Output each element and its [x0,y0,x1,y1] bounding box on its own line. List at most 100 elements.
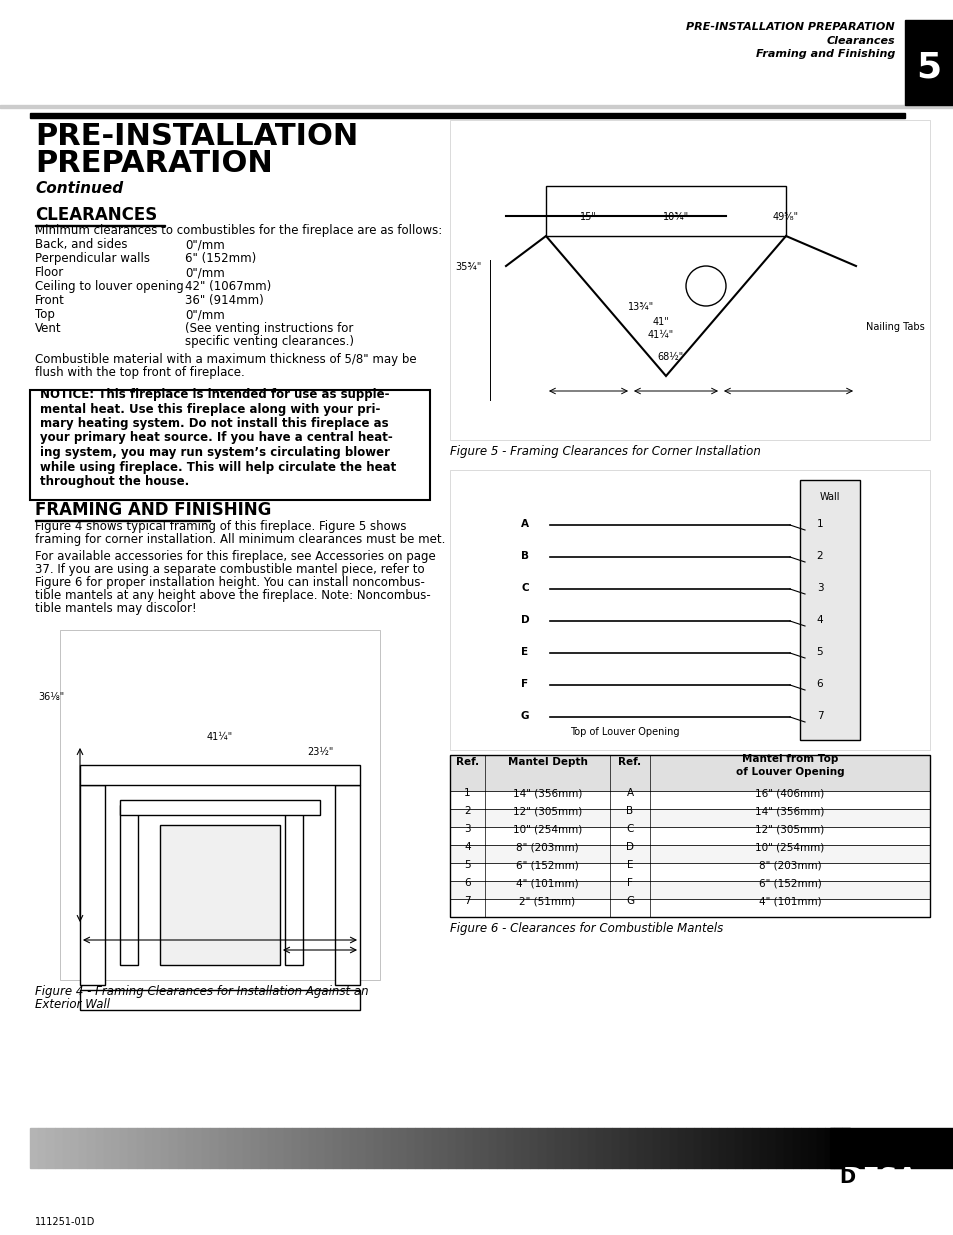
Bar [759,1128,767,1168]
Text: B: B [626,806,633,816]
Bar [776,1128,783,1168]
Text: 1: 1 [816,519,822,529]
Bar [450,790,929,809]
Text: E: E [521,647,528,657]
Text: 16" (406mm): 16" (406mm) [755,788,823,798]
FancyBboxPatch shape [30,390,430,500]
Text: 6" (152mm): 6" (152mm) [516,860,578,869]
Text: G: G [625,897,634,906]
Text: ing system, you may run system’s circulating blower: ing system, you may run system’s circula… [40,446,390,459]
Bar [571,1128,578,1168]
Text: Ceiling to louver opening: Ceiling to louver opening [35,280,184,293]
Bar [152,1128,161,1168]
Text: 49⁵⁄₈": 49⁵⁄₈" [772,212,799,222]
Text: Top of Louver Opening: Top of Louver Opening [569,727,679,737]
Text: mental heat. Use this fireplace along with your pri-: mental heat. Use this fireplace along wi… [40,403,380,415]
Bar [514,1128,521,1168]
Bar [669,1128,677,1168]
Text: flush with the top front of fireplace.: flush with the top front of fireplace. [35,366,245,379]
Text: D: D [520,615,529,625]
Bar [555,1128,562,1168]
Text: 0"/mm: 0"/mm [185,266,225,279]
Text: 0"/mm: 0"/mm [185,308,225,321]
Text: Mantel from Top: Mantel from Top [741,755,838,764]
Text: PREPARATION: PREPARATION [35,149,273,178]
Text: 15": 15" [579,212,596,222]
Bar [335,785,359,986]
Text: Perpendicular walls: Perpendicular walls [35,252,150,266]
Bar [489,1128,497,1168]
Text: 5: 5 [916,51,941,85]
Bar [726,1128,735,1168]
Bar [80,990,359,1010]
Text: 35¾": 35¾" [455,262,481,272]
Text: 1: 1 [464,788,471,798]
Bar [325,1128,333,1168]
Bar [391,1128,398,1168]
Text: 7: 7 [816,711,822,721]
Text: 6" (152mm): 6" (152mm) [758,878,821,888]
Text: A: A [520,519,529,529]
Text: 6: 6 [816,679,822,689]
Bar [35,520,210,521]
Text: 12" (305mm): 12" (305mm) [513,806,581,816]
Bar [357,1128,366,1168]
Text: tible mantels at any height above the fireplace. Note: Noncombus-: tible mantels at any height above the fi… [35,589,431,601]
Text: PRE-INSTALLATION: PRE-INSTALLATION [35,122,358,151]
Bar [30,1128,38,1168]
Text: Nailing Tabs: Nailing Tabs [865,322,924,332]
Bar [161,1128,170,1168]
Text: For more information, visit www.desatech.com: For more information, visit www.desatech… [296,1174,662,1188]
Bar [587,1128,596,1168]
Bar [80,764,359,785]
Text: of Louver Opening: of Louver Opening [735,767,843,777]
Bar [398,1128,407,1168]
Bar [170,1128,177,1168]
Text: 2: 2 [816,551,822,561]
Bar [473,1128,480,1168]
Bar [904,20,953,105]
Bar [80,785,105,986]
Text: Figure 6 - Clearances for Combustible Mantels: Figure 6 - Clearances for Combustible Ma… [450,923,722,935]
Text: Mantel Depth: Mantel Depth [507,757,587,767]
Bar [450,755,929,918]
Text: 2" (51mm): 2" (51mm) [518,897,575,906]
Text: Figure 4 shows typical framing of this fireplace. Figure 5 shows: Figure 4 shows typical framing of this f… [35,520,406,534]
Bar [47,1128,54,1168]
Text: Floor: Floor [35,266,64,279]
Bar [268,1128,275,1168]
Bar [464,1128,473,1168]
Text: PRE-INSTALLATION PREPARATION: PRE-INSTALLATION PREPARATION [685,22,894,32]
Text: 8" (203mm): 8" (203mm) [516,842,578,852]
Bar [497,1128,505,1168]
Text: 111251-01D: 111251-01D [35,1216,95,1228]
Text: Combustible material with a maximum thickness of 5/8" may be: Combustible material with a maximum thic… [35,353,416,366]
Text: E: E [626,860,633,869]
Text: 14" (356mm): 14" (356mm) [755,806,823,816]
Bar [450,899,929,918]
Text: Figure 6 for proper installation height. You can install noncombus-: Figure 6 for proper installation height.… [35,576,424,589]
Text: D: D [625,842,634,852]
Text: 23½": 23½" [307,747,333,757]
Text: your primary heat source. If you have a central heat-: your primary heat source. If you have a … [40,431,393,445]
Bar [88,1128,95,1168]
Text: Continued: Continued [35,182,123,196]
Text: Top: Top [35,308,55,321]
Text: 12" (305mm): 12" (305mm) [755,824,823,834]
Bar [79,1128,88,1168]
Bar [792,1128,800,1168]
Bar [177,1128,186,1168]
Bar [333,1128,341,1168]
Bar [619,1128,628,1168]
Circle shape [835,1171,857,1193]
Text: B: B [520,551,529,561]
Text: 0"/mm: 0"/mm [185,238,225,251]
Bar [120,800,319,815]
Text: 41": 41" [652,317,669,327]
Text: 41¼": 41¼" [207,732,233,742]
Text: Front: Front [35,294,65,308]
Text: while using fireplace. This will help circulate the heat: while using fireplace. This will help ci… [40,461,395,473]
Bar [456,1128,464,1168]
Bar [450,120,929,440]
Text: framing for corner installation. All minimum clearances must be met.: framing for corner installation. All min… [35,534,445,546]
